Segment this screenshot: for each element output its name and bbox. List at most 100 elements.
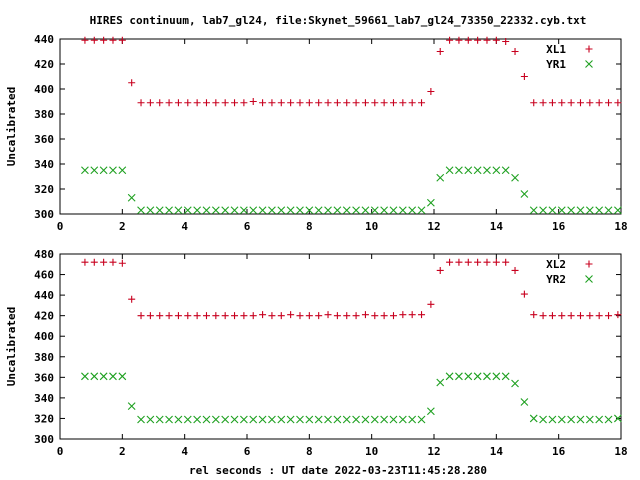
data-point bbox=[333, 99, 341, 107]
data-point bbox=[333, 206, 342, 215]
x-tick-label: 4 bbox=[181, 445, 188, 458]
data-point bbox=[249, 415, 258, 424]
data-point bbox=[445, 166, 454, 175]
data-point bbox=[389, 312, 397, 320]
data-point bbox=[118, 259, 126, 267]
data-point bbox=[239, 415, 248, 424]
data-point bbox=[90, 166, 99, 175]
data-point bbox=[558, 312, 566, 320]
data-point bbox=[146, 415, 155, 424]
data-point bbox=[520, 73, 528, 80]
series-xl1 bbox=[81, 36, 622, 107]
data-point bbox=[399, 311, 407, 319]
data-point bbox=[473, 372, 482, 381]
data-point bbox=[277, 415, 286, 424]
data-point bbox=[370, 415, 379, 424]
data-point bbox=[137, 415, 145, 424]
top-panel: 0 2 4 6 8 10 12 14 16 18 300 320 340 360 380 400 420 440 U… bbox=[5, 33, 628, 233]
chart-title: HIRES continuum, lab7_gl24, file:Skynet_… bbox=[90, 14, 587, 27]
x-tick-label: 0 bbox=[57, 220, 64, 233]
data-point bbox=[81, 36, 89, 44]
data-point bbox=[483, 372, 491, 381]
data-point bbox=[174, 312, 182, 320]
data-point bbox=[128, 79, 136, 87]
data-point bbox=[174, 99, 182, 107]
data-point bbox=[464, 36, 472, 44]
data-point bbox=[231, 99, 239, 107]
data-point bbox=[128, 295, 136, 303]
data-point bbox=[314, 415, 323, 424]
data-point bbox=[474, 36, 482, 44]
data-point bbox=[530, 311, 538, 319]
bottom-panel: 0 2 4 6 8 10 12 14 16 18 300 320 340 360 380 400 420 440 4… bbox=[5, 248, 628, 458]
data-point bbox=[221, 99, 229, 107]
legend-label: XL2 bbox=[546, 258, 566, 271]
y-tick-label: 420 bbox=[34, 310, 54, 323]
data-point bbox=[539, 99, 547, 107]
data-point bbox=[567, 312, 575, 320]
x-tick-label: 6 bbox=[244, 445, 251, 458]
data-point bbox=[100, 36, 108, 44]
data-point bbox=[305, 206, 314, 215]
data-point bbox=[576, 99, 584, 107]
y-axis-label: Uncalibrated bbox=[5, 87, 18, 166]
data-point bbox=[193, 99, 201, 107]
data-point bbox=[539, 312, 547, 320]
data-point bbox=[211, 206, 220, 215]
legend-marker-plus bbox=[585, 260, 593, 268]
data-point bbox=[258, 206, 267, 215]
data-point bbox=[557, 206, 566, 215]
data-point bbox=[324, 206, 332, 215]
data-point bbox=[305, 99, 313, 107]
data-point bbox=[539, 415, 547, 424]
x-tick-label: 10 bbox=[365, 445, 378, 458]
data-point bbox=[586, 99, 594, 107]
data-point bbox=[249, 312, 257, 320]
data-point bbox=[408, 99, 416, 107]
data-point bbox=[118, 372, 127, 381]
data-point bbox=[352, 99, 360, 107]
data-point bbox=[483, 36, 491, 44]
data-point bbox=[202, 206, 211, 215]
data-point bbox=[156, 312, 164, 320]
data-point bbox=[221, 206, 230, 215]
x-tick-label: 10 bbox=[365, 220, 378, 233]
data-point bbox=[436, 266, 444, 274]
data-point bbox=[426, 198, 435, 207]
x-tick-label: 2 bbox=[119, 220, 126, 233]
data-point bbox=[183, 415, 192, 424]
data-point bbox=[137, 99, 145, 107]
data-point bbox=[408, 415, 417, 424]
y-tick-label: 320 bbox=[34, 412, 54, 425]
data-point bbox=[343, 312, 351, 320]
data-point bbox=[202, 312, 210, 320]
data-point bbox=[613, 206, 622, 215]
data-point bbox=[81, 258, 89, 266]
x-axis-label: rel seconds : UT date 2022-03-23T11:45:2… bbox=[189, 464, 487, 477]
data-point bbox=[464, 372, 473, 381]
data-point bbox=[183, 206, 192, 215]
data-point bbox=[212, 99, 220, 107]
data-point bbox=[118, 36, 126, 44]
data-point bbox=[530, 99, 538, 107]
data-point bbox=[613, 414, 622, 423]
data-point bbox=[296, 99, 304, 107]
data-point bbox=[277, 99, 285, 107]
data-point bbox=[109, 36, 117, 44]
data-point bbox=[418, 311, 426, 319]
data-point bbox=[473, 166, 482, 175]
y-tick-label: 460 bbox=[34, 269, 54, 282]
data-point bbox=[576, 206, 585, 215]
series-yr2 bbox=[81, 372, 622, 424]
data-point bbox=[221, 312, 229, 320]
data-point bbox=[529, 206, 538, 215]
data-point bbox=[446, 36, 454, 44]
data-point bbox=[389, 99, 397, 107]
data-point bbox=[426, 407, 435, 416]
data-point bbox=[464, 166, 473, 175]
data-point bbox=[455, 36, 463, 44]
data-point bbox=[604, 415, 613, 424]
legend-label: YR2 bbox=[546, 273, 566, 286]
data-point bbox=[585, 206, 594, 215]
